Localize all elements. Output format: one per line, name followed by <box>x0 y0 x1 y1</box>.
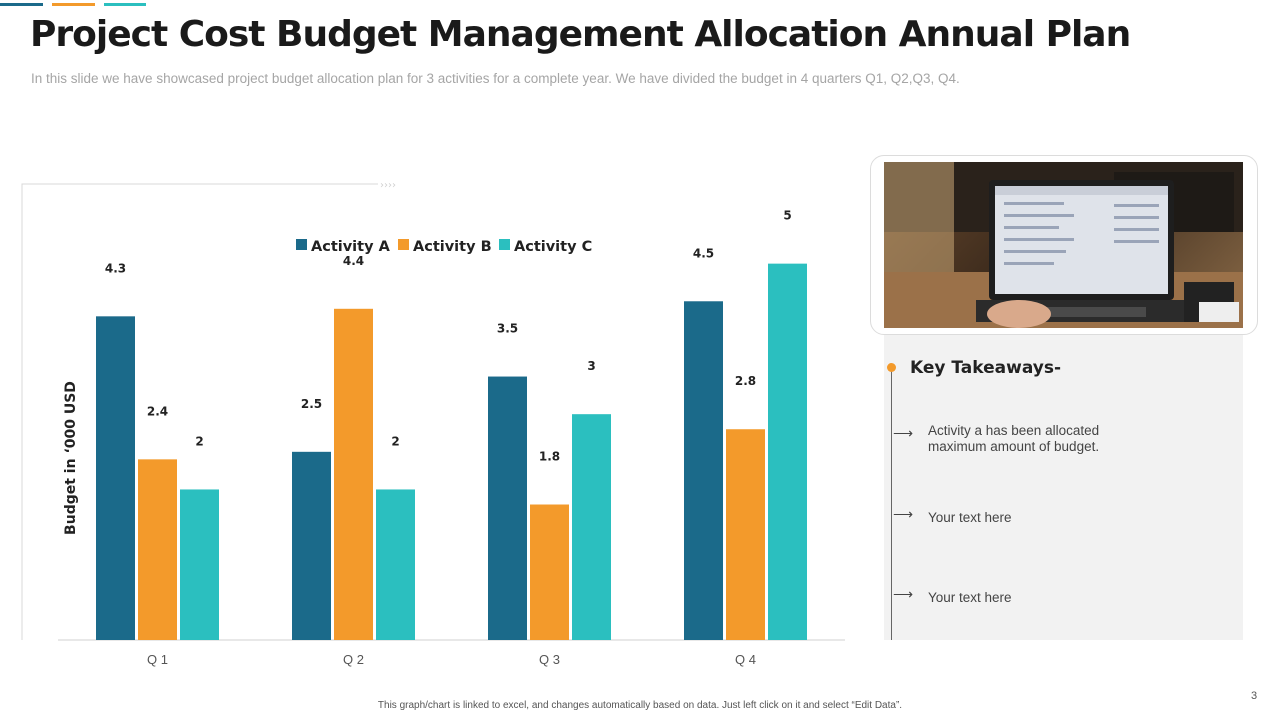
x-tick-label: Q 4 <box>735 652 756 667</box>
chart-frame-chevrons: ›››› <box>380 180 396 191</box>
bar-value-label: 4.5 <box>693 246 714 260</box>
bar-activity-c-2[interactable] <box>376 489 415 640</box>
bar-activity-c-3[interactable] <box>572 414 611 640</box>
y-axis-label: Budget in ‘000 USD <box>63 381 79 535</box>
bar-value-label: 4.3 <box>105 261 126 275</box>
takeaway-item: Your text here <box>928 510 1012 525</box>
accent-bar-orange <box>52 3 95 6</box>
bar-activity-c-4[interactable] <box>768 263 807 640</box>
footer-note: This graph/chart is linked to excel, and… <box>377 700 903 711</box>
bar-activity-b-2[interactable] <box>334 308 373 640</box>
bar-value-label: 2.4 <box>147 404 168 418</box>
bar-activity-c-1[interactable] <box>180 489 219 640</box>
legend-swatch <box>499 239 510 250</box>
legend-swatch <box>398 239 409 250</box>
bar-activity-a-4[interactable] <box>684 301 723 640</box>
x-tick-label: Q 3 <box>539 652 560 667</box>
bar-value-label: 2.5 <box>301 397 322 411</box>
budget-bar-chart[interactable]: ›››› 4.3 2.4 2 2.5 4.4 2 3.5 1.8 3 4.5 2.8 5 Q 1 Q 2… <box>0 0 860 690</box>
legend-swatch <box>296 239 307 250</box>
legend-label[interactable]: Activity A <box>311 239 391 255</box>
page-subtitle: In this slide we have showcased project … <box>31 71 960 86</box>
bar-activity-a-3[interactable] <box>488 376 527 640</box>
bar-value-label: 4.4 <box>343 254 364 268</box>
laptop-photo <box>884 162 1243 328</box>
chart-frame <box>21 183 378 640</box>
bar-value-label: 5 <box>783 209 791 223</box>
bar-value-label: 3 <box>587 359 595 373</box>
legend-label[interactable]: Activity C <box>514 239 592 255</box>
bar-activity-b-1[interactable] <box>138 459 177 640</box>
laptop-illustration <box>884 162 1243 328</box>
bar-value-label: 2 <box>391 434 399 448</box>
timeline-line <box>891 368 892 640</box>
accent-bar-blue <box>0 3 43 6</box>
timeline-dot <box>887 363 896 372</box>
bar-activity-a-2[interactable] <box>292 451 331 640</box>
arrow-right-icon: ⟶ <box>893 586 914 602</box>
takeaways-title: Key Takeaways- <box>910 358 1062 378</box>
arrow-right-icon: ⟶ <box>893 506 914 522</box>
page-title: Project Cost Budget Management Allocatio… <box>30 14 1131 55</box>
takeaway-item: Your text here <box>928 590 1012 605</box>
bar-value-label: 2.8 <box>735 374 756 388</box>
takeaways-panel <box>884 335 1243 640</box>
bar-value-label: 3.5 <box>497 322 518 336</box>
bar-value-label: 2 <box>195 434 203 448</box>
accent-bar-teal <box>104 3 146 6</box>
takeaway-item: Activity a has been allocated maximum am… <box>928 423 1100 454</box>
bar-activity-b-4[interactable] <box>726 429 765 640</box>
arrow-right-icon: ⟶ <box>893 425 914 441</box>
bar-activity-b-3[interactable] <box>530 504 569 640</box>
x-tick-label: Q 2 <box>343 652 364 667</box>
x-tick-label: Q 1 <box>147 652 168 667</box>
bar-activity-a-1[interactable] <box>96 316 135 640</box>
legend-label[interactable]: Activity B <box>413 239 492 255</box>
page-number: 3 <box>1251 690 1258 702</box>
bar-value-label: 1.8 <box>539 450 560 464</box>
